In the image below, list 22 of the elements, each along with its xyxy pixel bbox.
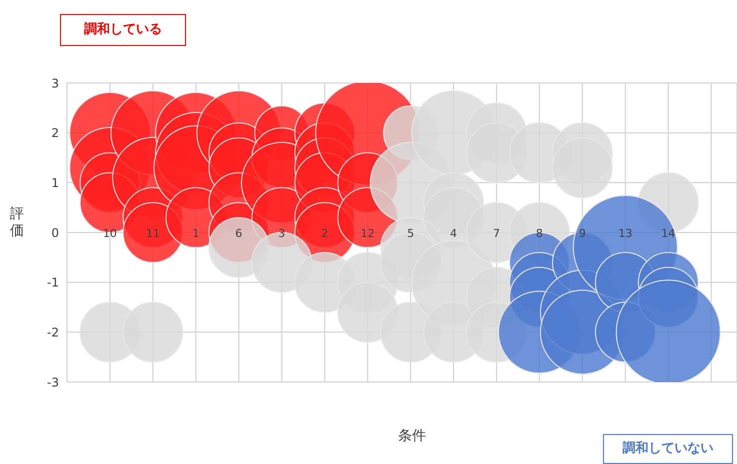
x-tick-label: 12 — [360, 227, 375, 240]
x-tick-label: 5 — [407, 227, 414, 240]
x-tick-label: 6 — [235, 227, 242, 240]
text: 調和している — [60, 14, 186, 46]
x-tick-label: 9 — [578, 227, 586, 240]
x-tick-label: 4 — [450, 227, 458, 240]
x-axis-title: 条件 — [397, 427, 427, 445]
x-tick-label: 13 — [618, 227, 632, 240]
text: 調和していない — [603, 434, 733, 464]
x-tick-label: 7 — [492, 227, 500, 240]
y-tick-label: 0 — [51, 226, 59, 240]
y-axis-title: 評価 — [9, 206, 25, 240]
x-tick-label: 11 — [146, 227, 160, 240]
x-tick-label: 14 — [661, 227, 676, 240]
y-tick-label: -2 — [47, 325, 59, 340]
y-tick-label: -1 — [47, 276, 59, 290]
y-tick-label: 2 — [51, 126, 59, 140]
y-tick-label: 1 — [51, 176, 59, 190]
y-tick-label: 3 — [51, 76, 59, 90]
x-tick-label: 2 — [321, 227, 328, 240]
x-tick-label: 1 — [192, 227, 200, 240]
y-tick-label: -3 — [47, 375, 59, 390]
